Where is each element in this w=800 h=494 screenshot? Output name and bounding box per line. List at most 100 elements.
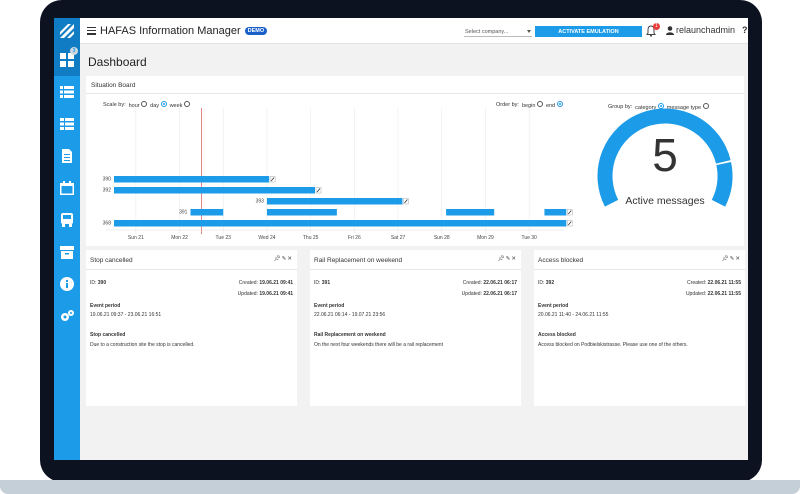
app-logo[interactable] — [54, 18, 80, 44]
card-body: Access blocked on Podbielskistrasse. Ple… — [538, 342, 688, 348]
card-tools: 📌︎✎✕ — [274, 256, 293, 262]
top-bar: HAFAS Information Manager DEMO Select co… — [80, 18, 748, 44]
scale-option-week[interactable]: week — [170, 101, 190, 109]
card-body: Due to a construction site the stop is c… — [90, 342, 195, 348]
card-created: Created: 22.06.21 06:17 — [462, 280, 517, 286]
card-tools: 📌︎✎✕ — [722, 256, 741, 262]
scale-by-label: Scale by: — [103, 102, 126, 108]
active-messages-gauge: 5 Active messages — [594, 104, 736, 244]
sidebar-item-archive[interactable] — [54, 236, 80, 268]
sidebar: 3 — [54, 18, 80, 460]
situation-board-title: Situation Board — [91, 82, 136, 89]
card-heading: Access blocked — [538, 332, 576, 338]
company-select[interactable]: Select company... — [464, 27, 532, 37]
card-tools: 📌︎✎✕ — [498, 256, 517, 262]
pin-icon[interactable]: 📌︎ — [721, 256, 730, 262]
sidebar-item-settings[interactable] — [54, 300, 80, 332]
help-icon[interactable]: ? — [742, 25, 748, 35]
close-icon[interactable]: ✕ — [287, 256, 293, 262]
pencil-icon — [567, 210, 572, 215]
x-tick-label: Sun 21 — [128, 235, 144, 241]
card-title: Stop cancelled — [90, 257, 133, 264]
order-by-control: Order by: begin end — [496, 101, 563, 109]
row-id-label: 392 — [103, 188, 112, 194]
timeline-bar — [114, 187, 316, 194]
edit-icon[interactable]: ✎ — [281, 256, 288, 262]
row-id-label: 391 — [179, 210, 188, 216]
dashboard-count-badge: 3 — [70, 47, 78, 55]
order-option-end[interactable]: end — [546, 101, 563, 109]
gauge-value: 5 — [652, 129, 678, 181]
info-icon — [60, 277, 74, 291]
x-tick-label: Thu 25 — [303, 235, 319, 241]
x-tick-label: Fri 26 — [348, 235, 361, 241]
settings-icon — [61, 310, 74, 321]
card-heading: Stop cancelled — [90, 332, 126, 338]
x-tick-label: Mon 29 — [477, 235, 494, 241]
user-icon — [666, 25, 674, 35]
activate-emulation-button[interactable]: ACTIVATE EMULATION — [535, 26, 642, 37]
scale-option-day[interactable]: day — [150, 101, 167, 109]
dashboard-icon — [60, 53, 74, 67]
row-id-label: 368 — [103, 221, 112, 227]
group-option-message-type[interactable]: message type — [667, 103, 709, 111]
sidebar-item-tables[interactable] — [54, 108, 80, 140]
timeline-bar — [190, 209, 224, 216]
company-select-value: Select company... — [465, 28, 509, 35]
menu-toggle-icon[interactable] — [87, 26, 96, 35]
card-heading: Rail Replacement on weekend — [314, 332, 386, 338]
card-body: On the next four weekends there will be … — [314, 342, 443, 348]
card-created: Created: 19.06.21 09:41 — [238, 280, 293, 286]
username: relaunchadmin — [676, 25, 736, 35]
row-id-label: 393 — [256, 199, 265, 205]
sidebar-item-documents[interactable] — [54, 140, 80, 172]
card-header: Stop cancelled 📌︎✎✕ — [86, 250, 297, 270]
hafas-logo-icon — [60, 24, 74, 38]
timeline-chart: 390 392 393 391 368 Sun 21 Mon 22 Tue 23 Wed 24 T… — [103, 108, 573, 241]
timeline-bar — [114, 176, 270, 183]
group-option-category[interactable]: category — [635, 103, 664, 111]
divider — [86, 93, 744, 94]
card-period: 19.06.21 09:37 - 23.06.21 16:51 — [90, 312, 162, 318]
close-icon[interactable]: ✕ — [511, 256, 517, 262]
order-by-label: Order by: — [496, 102, 519, 108]
sidebar-item-messages[interactable] — [54, 76, 80, 108]
x-tick-label: Tue 30 — [521, 235, 537, 241]
chevron-down-icon — [527, 30, 531, 33]
gauge-arc — [597, 108, 733, 207]
edit-icon[interactable]: ✎ — [505, 256, 512, 262]
order-option-begin[interactable]: begin — [522, 101, 543, 109]
gauge-remainder — [711, 162, 733, 207]
edit-icon[interactable]: ✎ — [729, 256, 736, 262]
timeline-bar — [266, 209, 337, 216]
close-icon[interactable]: ✕ — [735, 256, 741, 262]
user-menu[interactable]: relaunchadmin — [666, 25, 735, 35]
card-id: ID: 390 — [90, 280, 107, 286]
sidebar-item-dashboard[interactable]: 3 — [54, 44, 80, 76]
scale-by-control: Scale by: hour day week — [103, 101, 190, 109]
scale-option-hour[interactable]: hour — [129, 101, 148, 109]
card-period-label: Event period — [538, 303, 569, 309]
sidebar-item-calendar[interactable] — [54, 172, 80, 204]
pin-icon[interactable]: 📌︎ — [273, 256, 282, 262]
list-icon — [60, 86, 74, 98]
scale-hour-radio — [141, 101, 148, 107]
card-title: Rail Replacement on weekend — [314, 257, 403, 264]
card-updated: Updated: 19.06.21 09:41 — [237, 291, 293, 297]
pin-icon[interactable]: 📌︎ — [497, 256, 506, 262]
laptop-base — [0, 480, 800, 494]
timeline-bar — [544, 209, 567, 216]
card-updated: Updated: 22.06.21 06:17 — [461, 291, 517, 297]
pencil-icon — [404, 199, 408, 204]
x-tick-label: Wed 24 — [258, 235, 275, 241]
gauge-fill — [597, 108, 731, 207]
sidebar-item-vehicles[interactable] — [54, 204, 80, 236]
group-by-control: Group by: category message type — [608, 103, 709, 111]
notification-count-badge: 1 — [653, 23, 660, 30]
sidebar-item-info[interactable] — [54, 268, 80, 300]
group-by-label: Group by: — [608, 104, 633, 110]
card-updated: Updated: 22.06.21 11:55 — [685, 291, 741, 297]
calendar-icon — [60, 181, 74, 195]
table-icon — [60, 118, 74, 130]
card-period-label: Event period — [90, 303, 121, 309]
